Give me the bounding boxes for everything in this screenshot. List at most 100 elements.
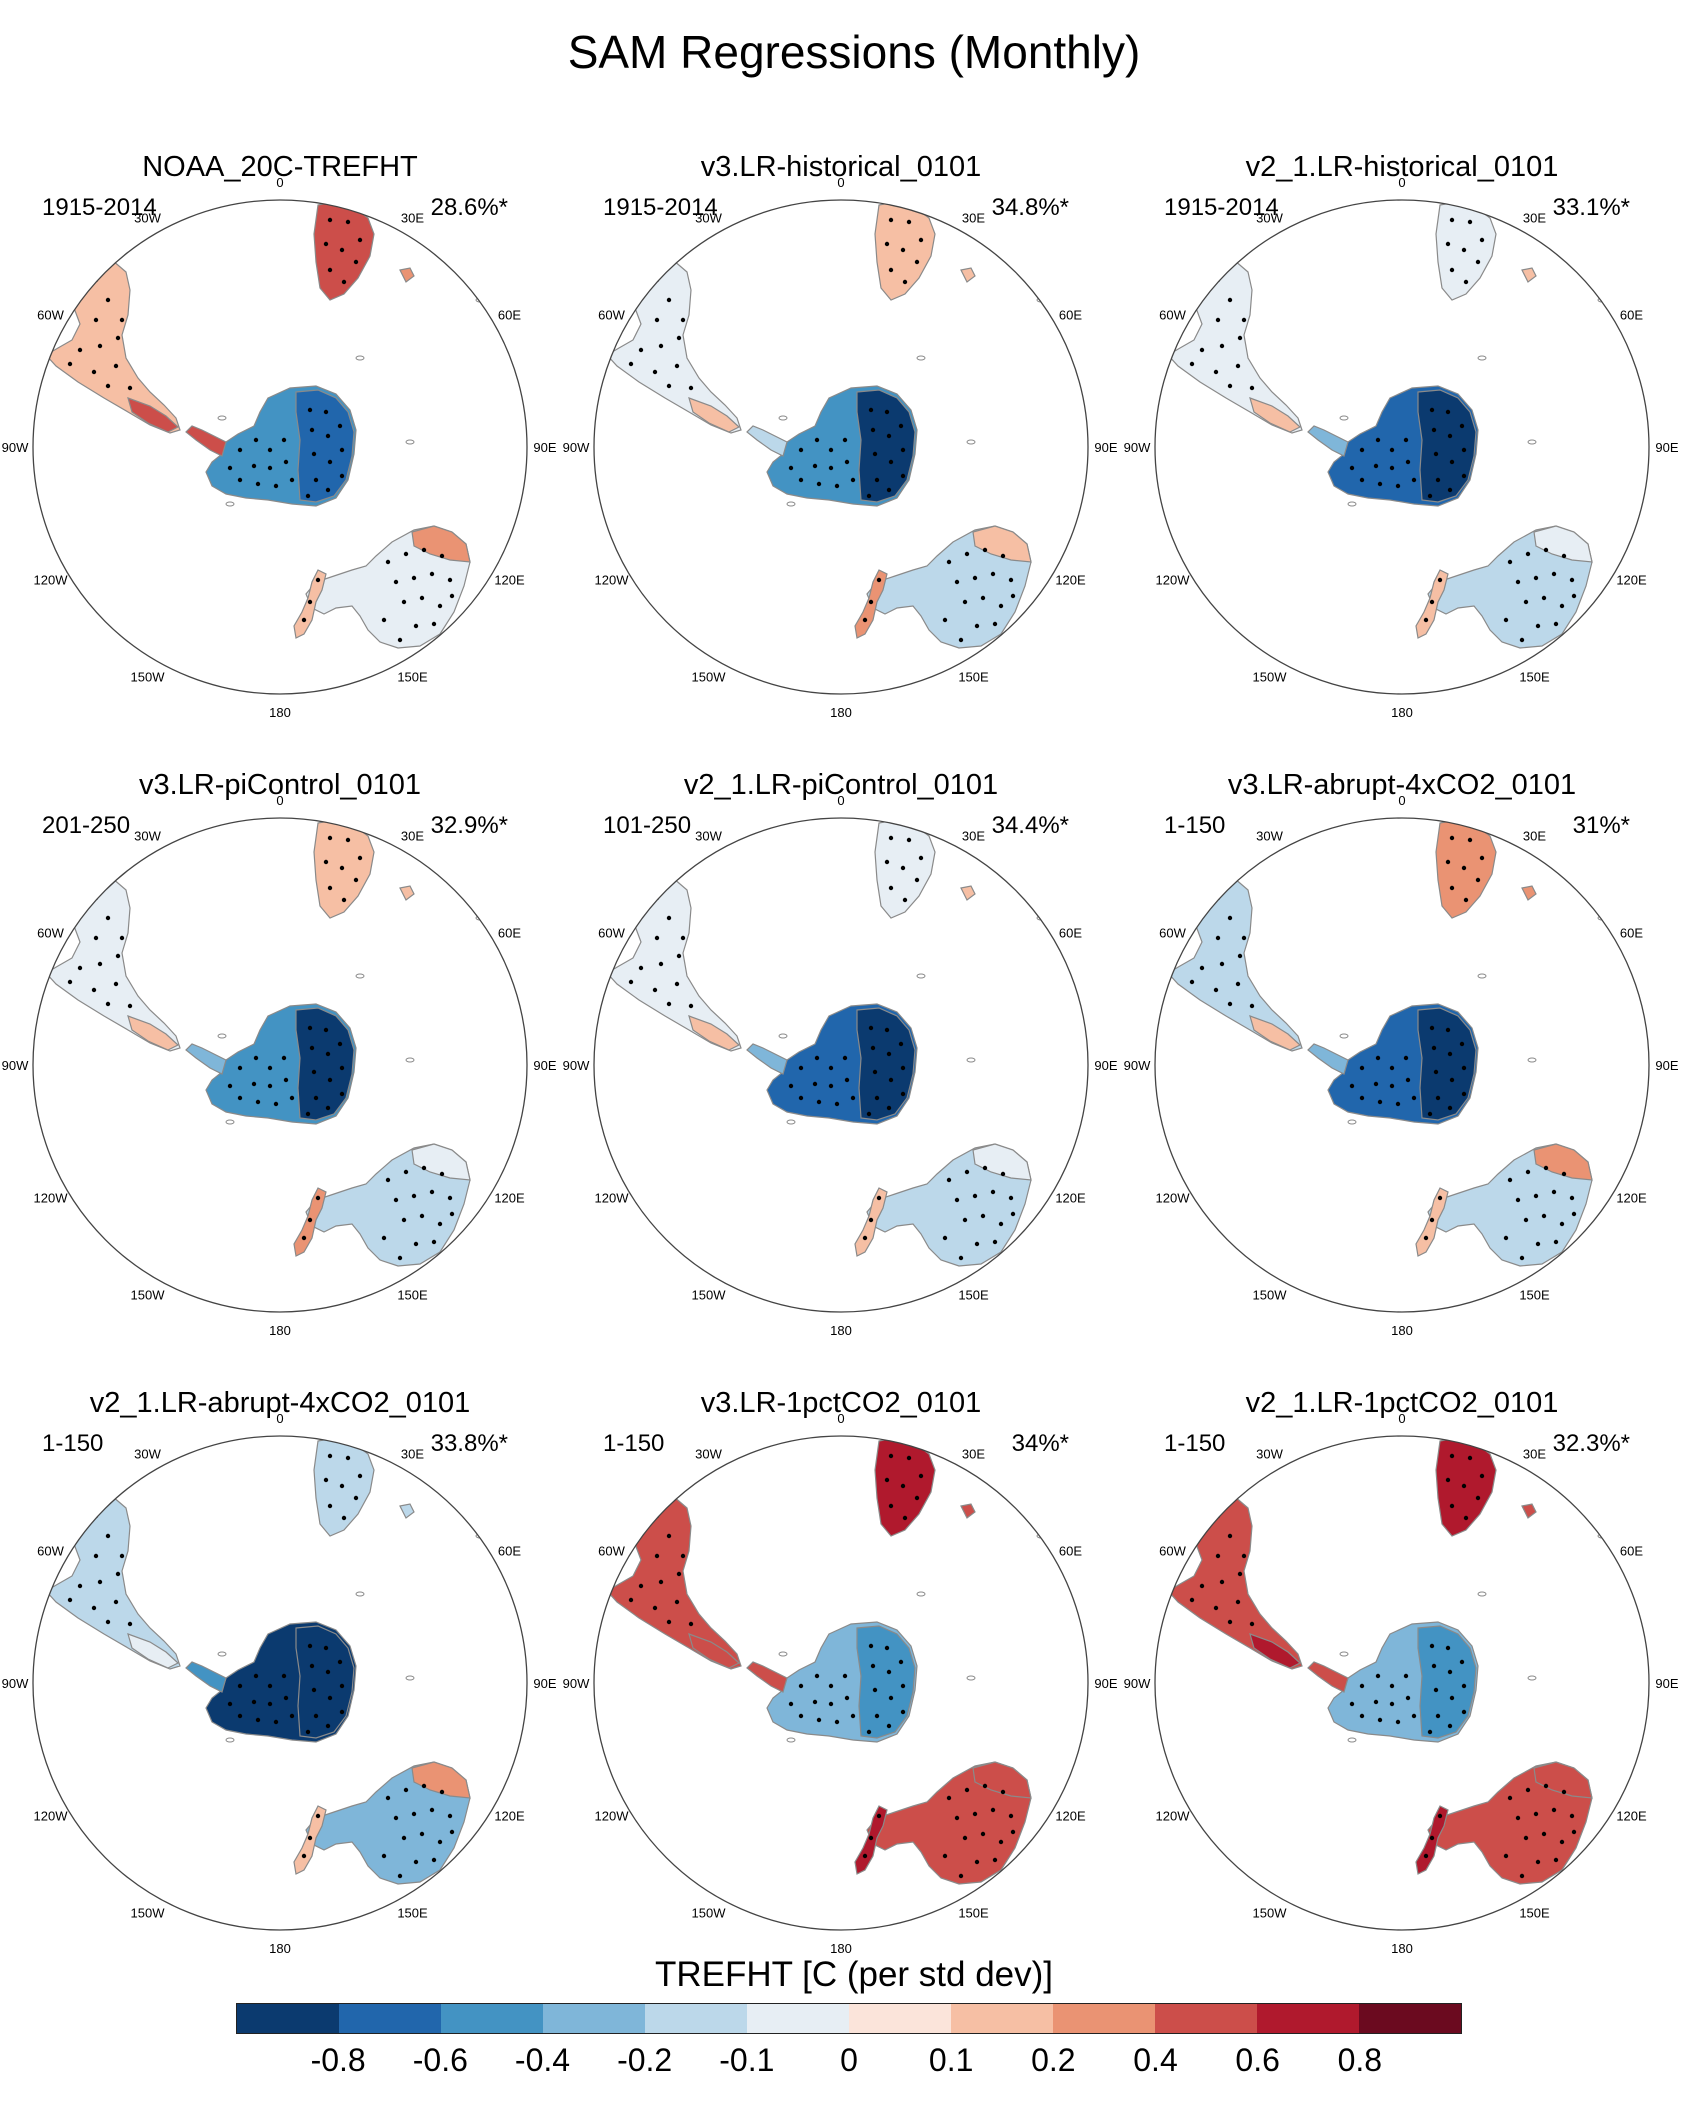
significance-dot <box>902 279 908 285</box>
significance-dot <box>888 1695 894 1701</box>
significance-dot <box>866 493 872 499</box>
significance-dot <box>914 1495 920 1501</box>
longitude-label: 150W <box>1253 1906 1288 1921</box>
significance-dot <box>964 1787 970 1793</box>
longitude-label: 180 <box>269 705 291 720</box>
island-outline <box>778 415 788 421</box>
longitude-label: 60E <box>1620 926 1643 941</box>
significance-dot <box>1235 363 1241 369</box>
panel-variance-percent: 34.4%* <box>991 812 1069 839</box>
significance-dot <box>972 575 978 581</box>
significance-dot <box>844 1077 850 1083</box>
significance-dot <box>1227 1619 1233 1625</box>
colorbar-labels: -0.8 -0.6 -0.4 -0.2 -0.1 0 0.1 0.2 0.4 0.6 0.8 <box>236 2040 1462 2080</box>
region-south-america <box>45 875 181 1052</box>
significance-dot <box>886 433 892 439</box>
significance-dot <box>998 1839 1004 1845</box>
significance-dot <box>113 1599 119 1605</box>
longitude-label: 90E <box>1094 1676 1117 1691</box>
significance-dot <box>1569 1195 1575 1201</box>
significance-dot <box>1435 1095 1441 1101</box>
significance-dot <box>842 1673 848 1679</box>
map-panel: 0 30E 60E 90E 120E 150E 180 150W 120W 90W 60W 30W v3… <box>1122 768 1682 1368</box>
significance-dot <box>227 465 233 471</box>
region-australia-north <box>1533 525 1593 563</box>
significance-dot <box>798 1065 804 1071</box>
significance-dot <box>1359 1683 1365 1689</box>
significance-dot <box>397 1255 403 1261</box>
significance-dot <box>1241 935 1247 941</box>
significance-dot <box>1519 1255 1525 1261</box>
significance-dot <box>652 987 658 993</box>
significance-dot <box>888 1077 894 1083</box>
significance-dot <box>828 1683 834 1689</box>
significance-dot <box>385 1795 391 1801</box>
significance-dot <box>962 599 968 605</box>
significance-dot <box>1189 361 1195 367</box>
region-australia-north <box>1533 1143 1593 1181</box>
significance-dot <box>1377 1099 1383 1105</box>
significance-dot <box>401 599 407 605</box>
significance-dot <box>323 241 329 247</box>
significance-dot <box>1435 477 1441 483</box>
significance-dot <box>385 1177 391 1183</box>
significance-dot <box>397 1873 403 1879</box>
map-boundary <box>32 1435 528 1931</box>
significance-dot <box>1377 1717 1383 1723</box>
significance-dot <box>1433 451 1439 457</box>
significance-dot <box>814 1055 820 1061</box>
region-madagascar <box>960 1503 976 1519</box>
island-outline <box>1408 700 1416 704</box>
significance-dot <box>1571 1829 1577 1835</box>
island-outline <box>355 973 365 979</box>
map-panel: 0 30E 60E 90E 120E 150E 180 150W 120W 90W 60W 30W v2… <box>561 768 1121 1368</box>
region-east-antarctica <box>295 389 355 503</box>
significance-dot <box>237 1713 243 1719</box>
significance-dot <box>982 1165 988 1171</box>
significance-dot <box>1359 477 1365 483</box>
significance-dot <box>658 961 664 967</box>
significance-dot <box>868 599 874 605</box>
significance-dot <box>113 981 119 987</box>
colorbar-tick-label: 0.6 <box>1235 2042 1280 2078</box>
region-south-america <box>1167 875 1303 1052</box>
significance-dot <box>449 593 455 599</box>
longitude-label: 180 <box>830 705 852 720</box>
significance-dot <box>850 1713 856 1719</box>
significance-dot <box>900 1091 906 1097</box>
significance-dot <box>1449 217 1455 223</box>
significance-dot <box>393 1815 399 1821</box>
significance-dot <box>868 1025 874 1031</box>
panel-period: 1915-2014 <box>42 194 157 221</box>
island-outline <box>916 1591 926 1597</box>
island-outline <box>966 1057 976 1063</box>
significance-dot <box>67 1597 73 1603</box>
significance-dot <box>666 1001 672 1007</box>
colorbar-segment <box>543 2004 645 2033</box>
significance-dot <box>339 1091 345 1097</box>
significance-dot <box>1010 1211 1016 1217</box>
significance-dot <box>289 1095 295 1101</box>
colorbar-tick-label: 0 <box>840 2042 858 2078</box>
longitude-label: 150E <box>1519 670 1550 685</box>
longitude-label: 150E <box>958 1288 989 1303</box>
significance-dot <box>886 1105 892 1111</box>
longitude-label: 150E <box>397 1906 428 1921</box>
region-patagonia <box>1249 1633 1302 1669</box>
significance-dot <box>1411 1095 1417 1101</box>
significance-dot <box>1535 1859 1541 1865</box>
significance-dot <box>1359 447 1365 453</box>
longitude-label: 120E <box>494 1191 525 1206</box>
longitude-label: 60W <box>1159 308 1186 323</box>
longitude-label: 150W <box>692 1906 727 1921</box>
significance-dot <box>401 1217 407 1223</box>
significance-dot <box>307 599 313 605</box>
region-peninsula <box>185 1043 227 1075</box>
significance-dot <box>900 1709 906 1715</box>
significance-dot <box>1523 599 1529 605</box>
significance-dot <box>884 1027 890 1033</box>
significance-dot <box>421 547 427 553</box>
significance-dot <box>267 447 273 453</box>
region-africa <box>874 1437 936 1537</box>
significance-dot <box>954 1815 960 1821</box>
